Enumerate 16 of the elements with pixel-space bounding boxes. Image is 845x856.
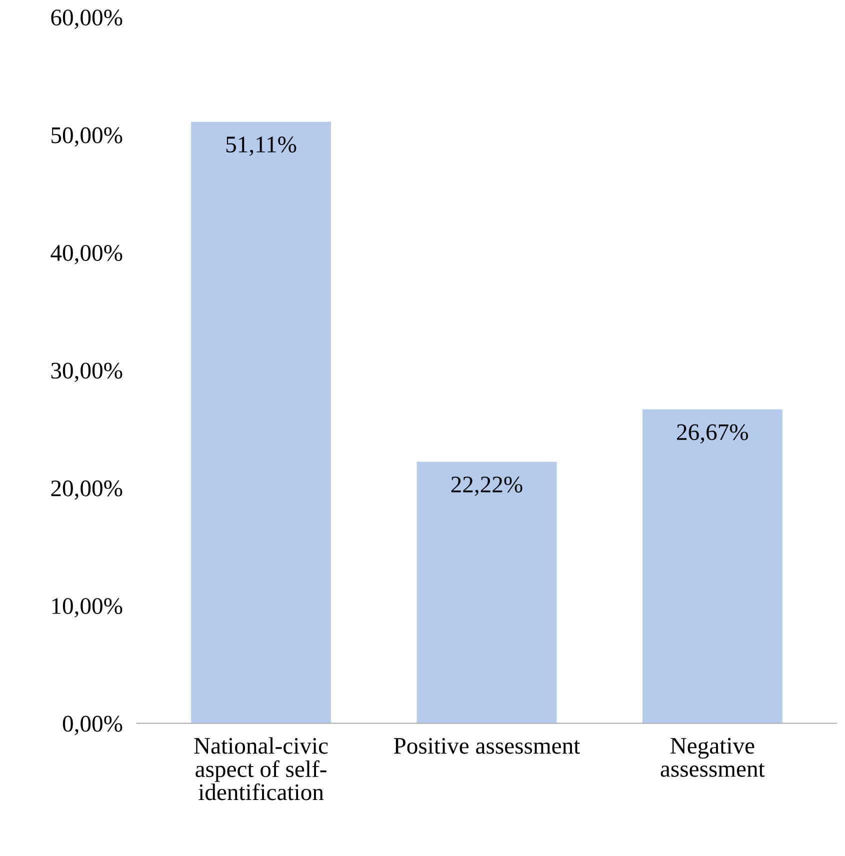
y-tick-label: 50,00% bbox=[52, 127, 122, 147]
y-tick-label: 60,00% bbox=[51, 10, 122, 29]
y-tick-label: 40,00% bbox=[50, 245, 122, 264]
x-tick-label: National-civic aspect of self- identification bbox=[194, 737, 328, 800]
data-label: 26,67% bbox=[677, 424, 748, 444]
bar bbox=[191, 122, 331, 724]
bar bbox=[416, 462, 557, 724]
data-label: 22,22% bbox=[451, 476, 522, 496]
x-tick-label: Negative assessment bbox=[660, 738, 765, 777]
y-tick-label: 0,00% bbox=[62, 716, 122, 736]
x-tick-label: Positive assessment bbox=[394, 738, 580, 754]
data-label: 51,11% bbox=[226, 136, 296, 156]
y-tick-label: 20,00% bbox=[51, 480, 122, 500]
bar bbox=[642, 409, 782, 724]
y-tick-label: 10,00% bbox=[52, 598, 122, 618]
y-tick-label: 30,00% bbox=[51, 362, 122, 382]
